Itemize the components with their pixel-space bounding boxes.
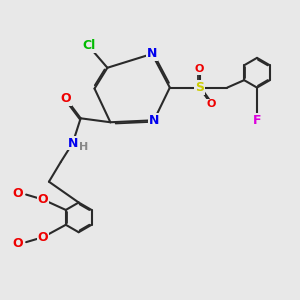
Text: O: O — [38, 231, 48, 244]
Text: F: F — [253, 114, 261, 127]
Text: O: O — [195, 64, 204, 74]
Text: O: O — [38, 193, 48, 206]
Text: O: O — [207, 99, 216, 110]
Text: N: N — [68, 136, 78, 150]
Text: N: N — [149, 114, 159, 127]
Text: O: O — [61, 92, 71, 105]
Text: H: H — [79, 142, 88, 152]
Text: O: O — [13, 237, 23, 250]
Text: N: N — [147, 47, 157, 60]
Text: S: S — [195, 81, 204, 94]
Text: O: O — [13, 187, 23, 200]
Text: Cl: Cl — [82, 40, 95, 52]
